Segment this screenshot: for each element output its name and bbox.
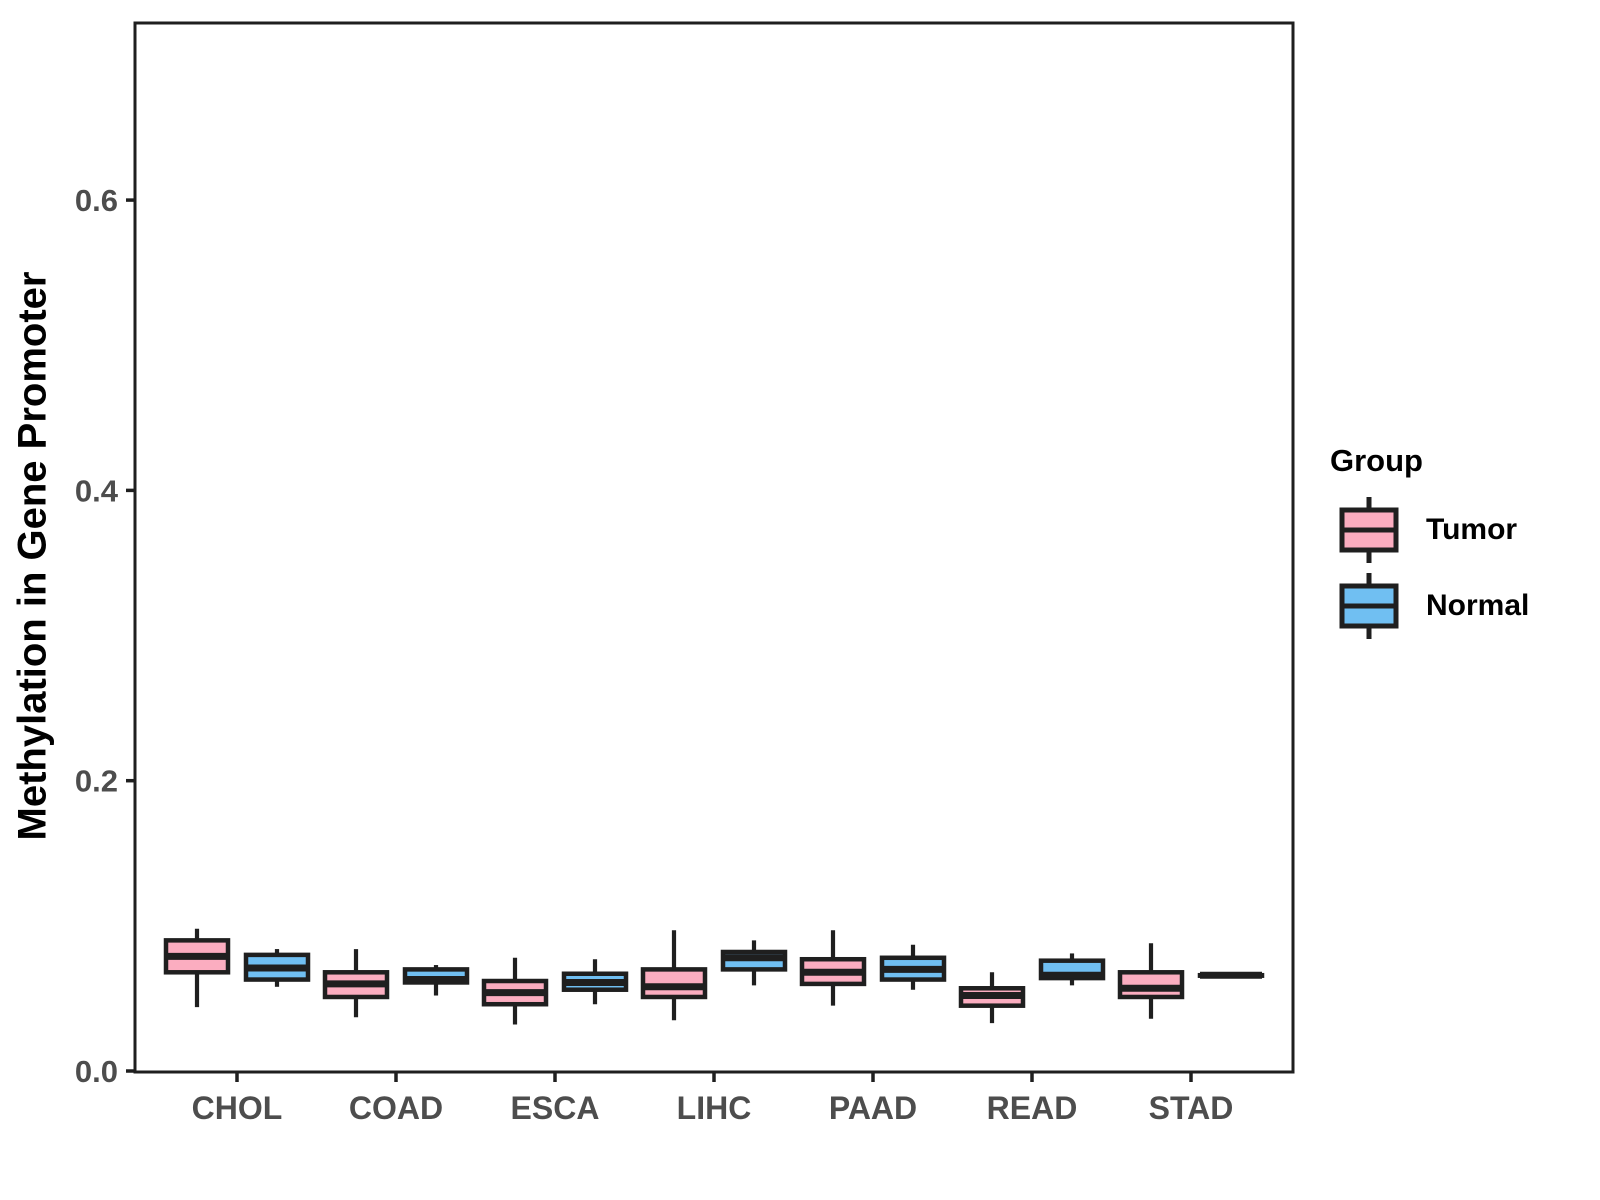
legend: Group Tumor Normal (1330, 443, 1529, 641)
y-tick-label: 0.0 (75, 1054, 118, 1089)
x-tick-label-coad: COAD (349, 1090, 443, 1126)
x-tick-label-esca: ESCA (511, 1090, 600, 1126)
panel-border (133, 21, 1295, 1074)
y-tick-label: 0.6 (75, 183, 118, 218)
boxplot-key-icon (1339, 573, 1399, 639)
y-tick-label: 0.2 (75, 764, 118, 799)
box-lihc-tumor (640, 967, 708, 1000)
y-axis-title: Methylation in Gene Promoter (10, 271, 55, 841)
box-stad-tumor (1117, 970, 1185, 1000)
legend-label-tumor: Tumor (1426, 513, 1518, 546)
x-tick-label-lihc: LIHC (677, 1090, 752, 1126)
x-tick-label-chol: CHOL (192, 1090, 283, 1126)
legend-entry-normal: Normal (1330, 571, 1529, 641)
legend-label-normal: Normal (1426, 589, 1530, 622)
legend-entry-tumor: Tumor (1330, 495, 1529, 565)
y-tick-label: 0.4 (75, 473, 119, 508)
x-tick-label-stad: STAD (1149, 1090, 1234, 1126)
legend-title: Group (1330, 443, 1423, 478)
boxplot-key-icon (1339, 497, 1399, 563)
x-tick-label-read: READ (987, 1090, 1078, 1126)
x-tick-label-paad: PAAD (829, 1090, 917, 1126)
